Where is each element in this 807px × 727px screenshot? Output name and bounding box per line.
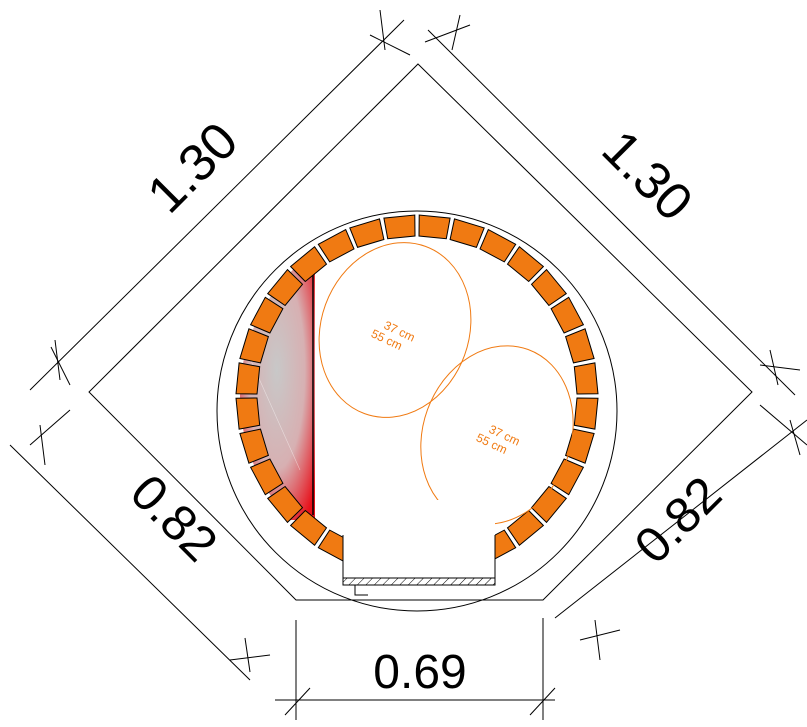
dimension-bottom-left: 0.82: [9, 409, 271, 681]
brick: [317, 228, 355, 263]
brick: [573, 397, 599, 430]
brick: [506, 245, 545, 283]
dimension-label-bottom: 0.69: [373, 646, 466, 699]
brick: [289, 245, 328, 283]
brick: [479, 228, 517, 263]
brick: [530, 268, 568, 307]
brick: [573, 362, 599, 395]
dimension-label-top-right: 1.30: [591, 120, 704, 233]
brick: [383, 214, 416, 240]
dimension-bottom-right: 0.82: [554, 404, 807, 661]
dimension-top-left: 1.30: [29, 9, 411, 391]
brick: [550, 458, 585, 496]
svg-text:37 cm 55 cm: 37 cm 55 cm: [474, 419, 525, 462]
brick: [449, 218, 485, 249]
brick: [506, 509, 545, 547]
brick: [550, 296, 585, 334]
brick: [239, 328, 270, 364]
dimension-label-top-left: 1.30: [137, 112, 250, 225]
door-handle: [354, 585, 368, 596]
brick: [266, 485, 304, 524]
dimension-bottom: 0.69: [275, 618, 556, 720]
brick: [349, 218, 385, 249]
brick: [249, 296, 284, 334]
svg-text:37 cm 55 cm: 37 cm 55 cm: [369, 315, 420, 358]
dimension-label-bottom-left: 0.82: [120, 464, 228, 572]
dimension-top-right: 1.30: [424, 14, 801, 396]
brick: [235, 397, 261, 430]
brick: [249, 458, 284, 496]
door: [342, 500, 496, 596]
brick: [289, 509, 328, 547]
brick-ring: [235, 214, 599, 564]
brick: [235, 362, 261, 395]
brick: [418, 214, 451, 240]
brick: [239, 428, 270, 464]
brick: [266, 268, 304, 307]
brick: [530, 485, 568, 524]
cabin-outer-wall: [216, 210, 618, 612]
brick: [564, 328, 595, 364]
brick: [564, 428, 595, 464]
room-outline: [88, 63, 753, 601]
dimension-label-bottom-right: 0.82: [624, 466, 732, 574]
